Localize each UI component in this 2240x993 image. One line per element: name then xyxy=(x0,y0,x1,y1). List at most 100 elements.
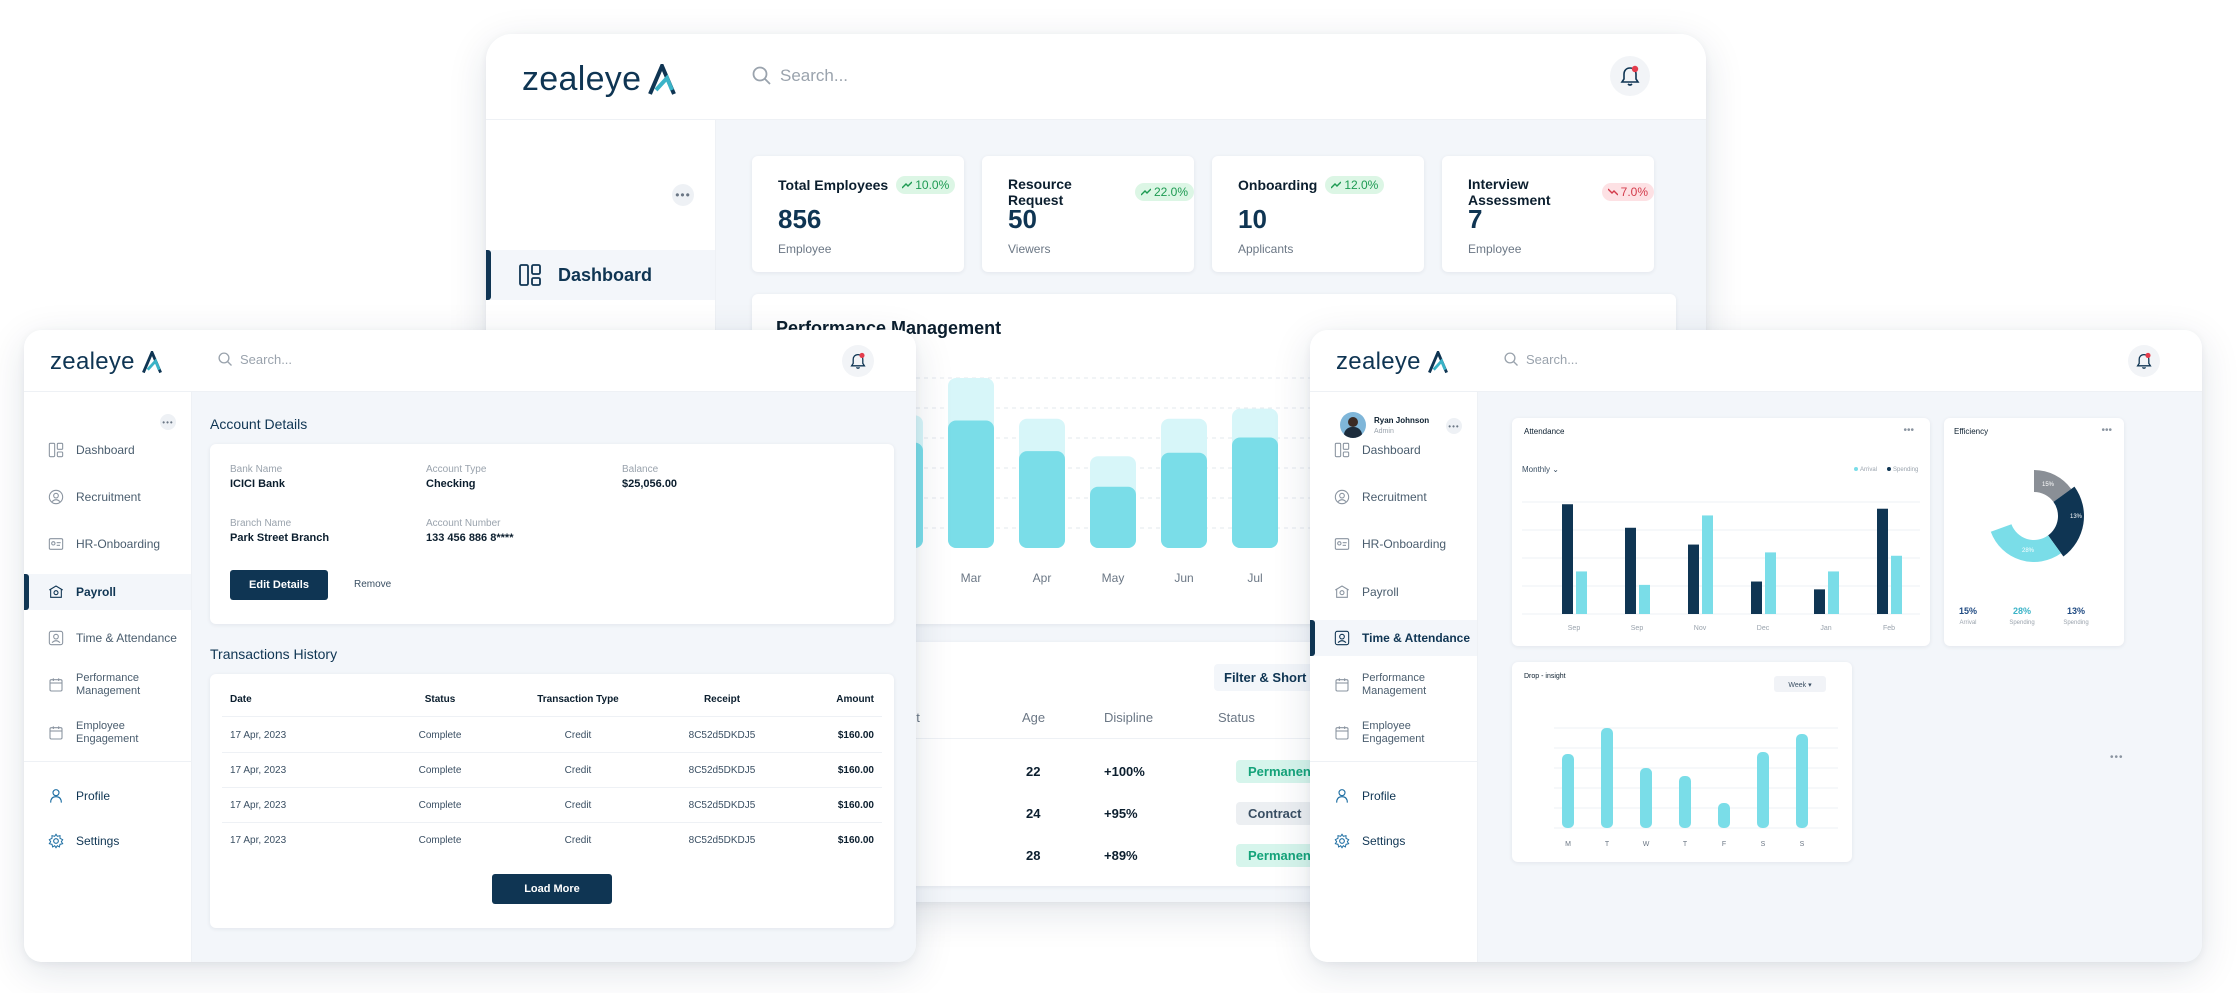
bar xyxy=(1576,571,1587,614)
row-divider xyxy=(222,752,882,753)
stat-card[interactable]: Resource Request 22.0% 50 Viewers xyxy=(982,156,1194,272)
stat-card[interactable]: Interview Assessment 7.0% 7 Employee xyxy=(1442,156,1654,272)
bar xyxy=(1639,584,1650,614)
more-options-button[interactable]: ••• xyxy=(1446,418,1462,434)
header: zealeye Search... xyxy=(1310,330,2202,392)
slice-label: 28% xyxy=(2022,548,2035,554)
table-row[interactable]: 17 Apr, 2023 Complete Credit 8C52d5DKDJ5 $16… xyxy=(210,728,894,753)
trend-down-icon xyxy=(1607,188,1618,196)
bar xyxy=(1688,544,1699,614)
legend-label: Spending xyxy=(1893,467,1918,473)
stat-card[interactable]: Total Employees 10.0% 856 Employee xyxy=(752,156,964,272)
column-header: Status xyxy=(1218,710,1255,725)
sidebar-item-payroll[interactable]: Payroll xyxy=(24,574,191,610)
edit-details-button[interactable]: Edit Details xyxy=(230,570,328,600)
sidebar-item-dashboard[interactable]: Dashboard xyxy=(486,250,715,300)
period-select[interactable]: Monthly ⌄ xyxy=(1522,465,1559,474)
x-tick-label: Sep xyxy=(1631,625,1644,632)
column-header: Disipline xyxy=(1104,710,1154,725)
attendance-card: Attendance ••• Monthly ⌄ Arrival Spending Sep… xyxy=(1512,418,1930,646)
search-bar[interactable]: Search... xyxy=(1504,352,1578,367)
sidebar-item-label: Settings xyxy=(76,833,120,848)
bar xyxy=(1702,515,1713,614)
stat-sub: Viewers xyxy=(1008,242,1051,256)
table-row[interactable]: 17 Apr, 2023 Complete Credit 8C52d5DKDJ5 $16… xyxy=(210,798,894,823)
notification-button[interactable] xyxy=(842,345,874,377)
dashboard-icon xyxy=(519,264,541,286)
bar xyxy=(1757,752,1769,828)
donut-slice xyxy=(2034,470,2072,502)
account-details-card: Bank Name ICICI Bank Account Type Checking B… xyxy=(210,444,894,624)
legend-label: Arrival xyxy=(1959,620,1976,626)
slice-label: 15% xyxy=(2042,482,2055,488)
sidebar-item-recruitment[interactable]: Recruitment xyxy=(24,479,191,515)
bar xyxy=(1751,581,1762,614)
drop-insight-chart: Drop - insight Week ▾ M T W T F S S xyxy=(1524,673,1838,848)
efficiency-card: Efficiency ••• 15% 13% 28% 15% Arrival 28% Spend… xyxy=(1944,418,2124,646)
donut-slice xyxy=(2048,486,2084,557)
sidebar-item-label: Employee Engagement xyxy=(1362,720,1425,745)
sidebar-item-hr-onboarding[interactable]: HR-Onboarding xyxy=(24,526,191,562)
legend-value: 13% xyxy=(2067,606,2085,616)
bar xyxy=(1814,589,1825,614)
dashboard-icon xyxy=(48,442,64,458)
sidebar-item-dashboard[interactable]: Dashboard xyxy=(24,432,191,468)
remove-button[interactable]: Remove xyxy=(354,579,392,590)
more-options-icon[interactable]: ••• xyxy=(2101,425,2112,436)
avatar xyxy=(1340,412,1366,438)
search-icon xyxy=(752,66,771,85)
sidebar-item-settings[interactable]: Settings xyxy=(24,823,191,859)
more-options-button[interactable]: ••• xyxy=(160,414,176,430)
profile-icon xyxy=(48,788,64,804)
payroll-icon xyxy=(48,584,64,600)
table-row[interactable]: 17 Apr, 2023 Complete Credit 8C52d5DKDJ5 $16… xyxy=(210,763,894,788)
more-options-button[interactable]: ••• xyxy=(672,184,694,206)
efficiency-chart: Efficiency ••• 15% 13% 28% 15% Arrival 28% Spend… xyxy=(1954,425,2112,626)
sidebar-item-dashboard[interactable]: Dashboard xyxy=(1310,432,1477,468)
search-input[interactable]: Search... xyxy=(240,352,293,367)
sidebar-item-engagement[interactable]: Employee Engagement xyxy=(1310,715,1477,751)
sidebar-item-time-attendance[interactable]: Time & Attendance xyxy=(1310,620,1477,656)
sidebar-item-recruitment[interactable]: Recruitment xyxy=(1310,479,1477,515)
column-header: Age xyxy=(1022,710,1046,725)
table-row[interactable]: 17 Apr, 2023 Complete Credit 8C52d5DKDJ5 $16… xyxy=(230,835,874,846)
notification-button[interactable] xyxy=(2128,345,2160,377)
search-bar[interactable]: Search... xyxy=(218,352,292,367)
bell-icon xyxy=(850,352,866,369)
user-profile[interactable]: Ryan Johnson Admin xyxy=(1340,412,1429,438)
donut-slice xyxy=(1990,524,2062,562)
logo-mark-icon xyxy=(141,350,162,373)
bar xyxy=(1828,571,1839,614)
sidebar-item-engagement[interactable]: Employee Engagement xyxy=(24,715,191,751)
stat-value: 10 xyxy=(1238,204,1267,234)
more-options-icon[interactable]: ••• xyxy=(2110,752,2124,763)
sidebar-item-time-attendance[interactable]: Time & Attendance xyxy=(24,620,191,656)
sidebar-item-profile[interactable]: Profile xyxy=(1310,778,1477,814)
search-input[interactable]: Search... xyxy=(780,66,849,85)
calendar-icon xyxy=(48,677,64,693)
sidebar-item-profile[interactable]: Profile xyxy=(24,778,191,814)
notification-button[interactable] xyxy=(1610,56,1650,96)
transactions-title: Transactions History xyxy=(210,646,338,662)
stat-card[interactable]: Onboarding 12.0% 10 Applicants xyxy=(1212,156,1424,272)
calendar-icon xyxy=(48,725,64,741)
sidebar-item-label: Dashboard xyxy=(1362,442,1421,457)
stat-label: Onboarding xyxy=(1238,177,1318,193)
sidebar-item-label: Dashboard xyxy=(76,442,135,457)
sidebar-item-performance[interactable]: Performance Management xyxy=(1310,667,1477,703)
performance-chart: FebMarAprMayJunJul xyxy=(877,377,1672,585)
bar xyxy=(1562,754,1574,828)
sidebar-item-hr-onboarding[interactable]: HR-Onboarding xyxy=(1310,526,1477,562)
sidebar-item-performance[interactable]: Performance Management xyxy=(24,667,191,703)
more-options-icon[interactable]: ••• xyxy=(1903,425,1914,436)
week-select[interactable] xyxy=(1774,676,1826,692)
sidebar-item-settings[interactable]: Settings xyxy=(1310,823,1477,859)
load-more-button[interactable]: Load More xyxy=(492,874,612,904)
brand-logo: zealeye xyxy=(1336,348,1449,376)
trend-badge: 12.0% xyxy=(1325,176,1385,194)
x-tick-label: Jan xyxy=(1820,625,1831,632)
search-bar[interactable]: Search... xyxy=(752,66,848,86)
dashboard-icon xyxy=(1334,442,1350,458)
sidebar-item-payroll[interactable]: Payroll xyxy=(1310,574,1477,610)
search-input[interactable]: Search... xyxy=(1526,352,1579,367)
